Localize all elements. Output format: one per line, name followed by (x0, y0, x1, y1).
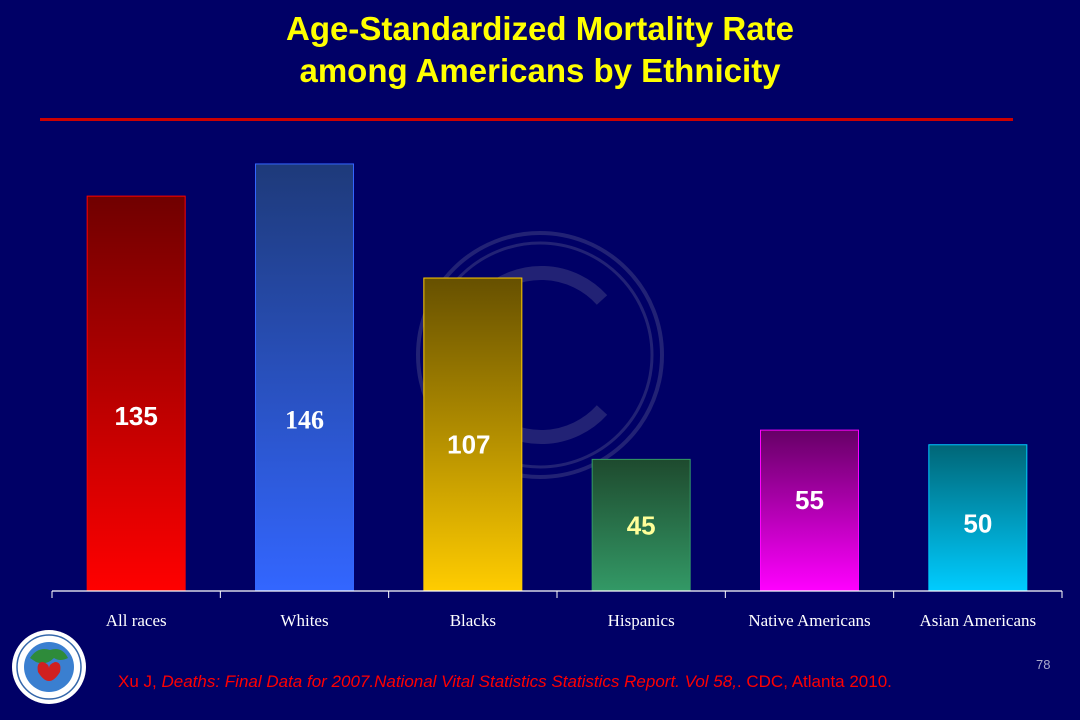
data-label-blacks: 107 (447, 429, 490, 459)
bar-hispanics (591, 458, 691, 592)
bar-asian-americans (928, 444, 1028, 592)
bar-blacks (423, 277, 523, 592)
chart-title: Age-Standardized Mortality Rate among Am… (0, 8, 1080, 92)
x-tick-label-whites: Whites (280, 611, 328, 630)
data-label-asian-americans: 50 (963, 509, 992, 539)
x-tick-label-blacks: Blacks (450, 611, 496, 630)
bar-all-races (86, 195, 186, 592)
x-tick-label-native-americans: Native Americans (748, 611, 870, 630)
data-label-all-races: 135 (114, 401, 157, 431)
data-label-hispanics: 45 (627, 510, 656, 540)
bars-layer (86, 163, 1028, 592)
x-tick-label-hispanics: Hispanics (608, 611, 675, 630)
source-prefix: Xu J, (118, 672, 162, 691)
x-axis: All races Whites Blacks Hispanics Native Ame… (51, 590, 1063, 630)
x-tick-label-asian-americans: Asian Americans (920, 611, 1037, 630)
data-labels-layer: 135 146 107 45 55 50 (114, 401, 992, 540)
title-line-1: Age-Standardized Mortality Rate (286, 10, 794, 47)
bar-whites (255, 163, 354, 592)
source-suffix: . CDC, Atlanta 2010. (736, 672, 892, 691)
page-number: 78 (1036, 657, 1051, 672)
data-label-whites: 146 (285, 406, 324, 435)
title-line-2: among Americans by Ethnicity (299, 52, 781, 89)
data-label-native-americans: 55 (795, 485, 824, 515)
source-title: Deaths: Final Data for 2007.National Vit… (161, 672, 737, 691)
cadi-research-foundation-logo-icon (12, 630, 86, 704)
x-tick-label-all-races: All races (106, 611, 167, 630)
title-divider (40, 118, 1013, 121)
source-citation: Xu J, Deaths: Final Data for 2007.Nation… (118, 672, 892, 692)
